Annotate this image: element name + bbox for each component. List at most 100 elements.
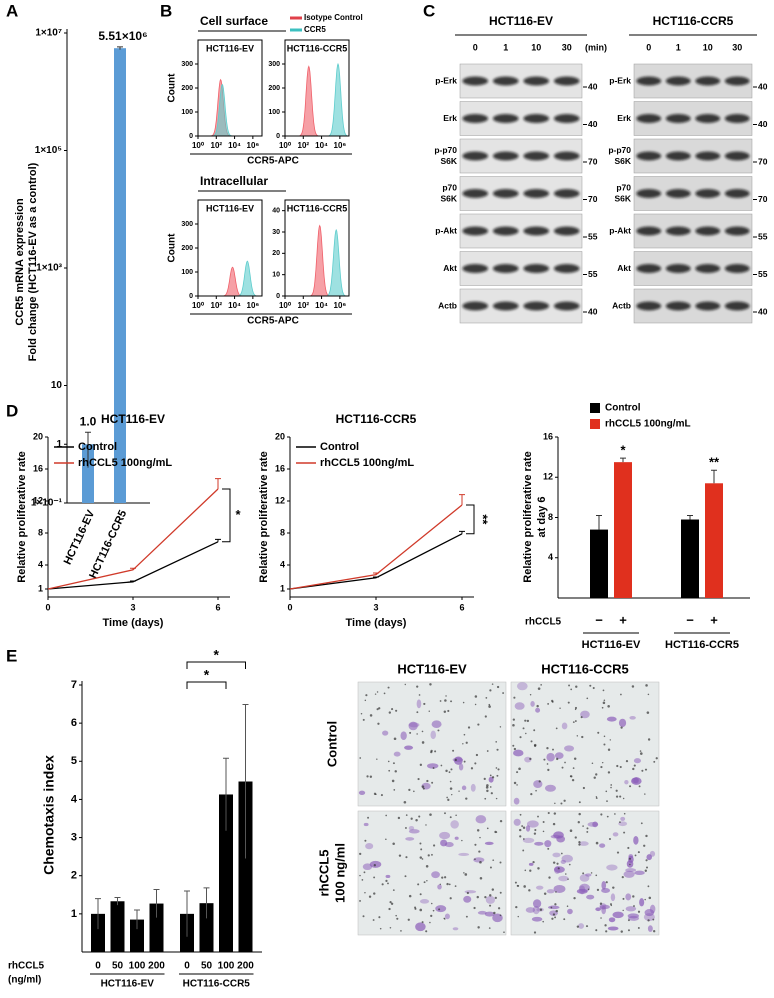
pore (364, 699, 367, 702)
annotation: * (204, 667, 210, 683)
pore (474, 858, 476, 861)
pore (637, 926, 640, 929)
micrograph (357, 681, 507, 807)
mw-label: 70 (588, 194, 598, 204)
pore (622, 897, 625, 900)
pore (620, 693, 622, 696)
pore (570, 688, 573, 691)
y-tick-label: 12 (275, 495, 285, 505)
pore (574, 836, 577, 839)
pore (369, 775, 373, 778)
pore (519, 736, 522, 739)
pore (519, 828, 522, 832)
band (553, 264, 580, 273)
pore (494, 896, 497, 899)
pore (430, 750, 433, 754)
band (724, 301, 750, 311)
cell (639, 898, 645, 907)
x-tick-label: 100 (218, 961, 235, 972)
pore (533, 931, 537, 934)
x-tick-label: HCT116-CCR5 (665, 639, 739, 651)
pore (465, 741, 468, 744)
pore (405, 856, 408, 859)
mw-label: 70 (758, 194, 768, 204)
cell (513, 749, 524, 757)
pore (393, 789, 396, 791)
bar (614, 462, 632, 598)
cell (608, 917, 616, 923)
pore (373, 892, 376, 895)
pore (462, 701, 465, 704)
pore (519, 813, 522, 816)
x-axis-label: CCR5-APC (247, 316, 299, 327)
legend-label: rhCCL5 100ng/mL (78, 457, 172, 469)
pore (467, 726, 471, 729)
band (695, 226, 721, 236)
time-label: 10 (531, 42, 541, 52)
pore (523, 885, 526, 888)
histogram (236, 260, 259, 297)
pore (593, 776, 596, 779)
pore (645, 859, 648, 862)
pore (540, 684, 542, 686)
time-label: 1 (503, 42, 508, 52)
pore (367, 816, 370, 819)
pore (567, 701, 570, 704)
pore (380, 794, 383, 797)
pore (488, 927, 491, 929)
pore (432, 767, 435, 769)
pore (646, 866, 649, 869)
band (553, 76, 580, 86)
pore (555, 891, 557, 893)
y-tick-label: 20 (33, 431, 43, 441)
pore (410, 817, 413, 820)
pore (652, 930, 656, 933)
pore (573, 757, 577, 760)
cell (435, 905, 447, 913)
pore (553, 812, 557, 815)
x-tick-label: 10⁰ (192, 301, 205, 310)
y-tick-label: 0 (189, 293, 193, 300)
pore (495, 797, 498, 800)
legend-swatch (590, 403, 600, 413)
y-tick-label: 16 (543, 431, 553, 441)
cell (546, 889, 555, 894)
error-bar (711, 469, 717, 484)
band (462, 76, 489, 86)
time-label: 0 (646, 42, 651, 52)
band (636, 264, 662, 273)
pore (368, 895, 372, 898)
pore (580, 716, 583, 719)
pore (450, 700, 453, 703)
mw-label: 40 (588, 81, 598, 91)
pore (632, 767, 635, 771)
pore (582, 872, 585, 875)
pore (448, 771, 451, 774)
y-tick-label: 5 (71, 755, 77, 767)
histogram (308, 224, 331, 297)
pore (397, 816, 401, 820)
cell (535, 707, 541, 713)
pore (551, 917, 554, 920)
pore (392, 842, 395, 845)
y-tick-label: 8 (38, 527, 43, 537)
pore (582, 825, 584, 827)
pore (359, 874, 361, 877)
pore (609, 739, 612, 741)
x-tick-label: 10⁴ (228, 141, 241, 150)
significance-bracket (186, 681, 227, 689)
pore (547, 768, 550, 772)
band (636, 226, 662, 236)
band (553, 151, 580, 161)
pore (364, 892, 366, 894)
cell (385, 874, 391, 879)
cell (585, 873, 592, 877)
pore (513, 747, 517, 751)
cell (440, 839, 448, 847)
pore (391, 708, 394, 711)
pore (568, 684, 570, 687)
pore (622, 797, 625, 800)
cell (454, 756, 463, 765)
pore (421, 858, 424, 860)
band (462, 114, 489, 123)
